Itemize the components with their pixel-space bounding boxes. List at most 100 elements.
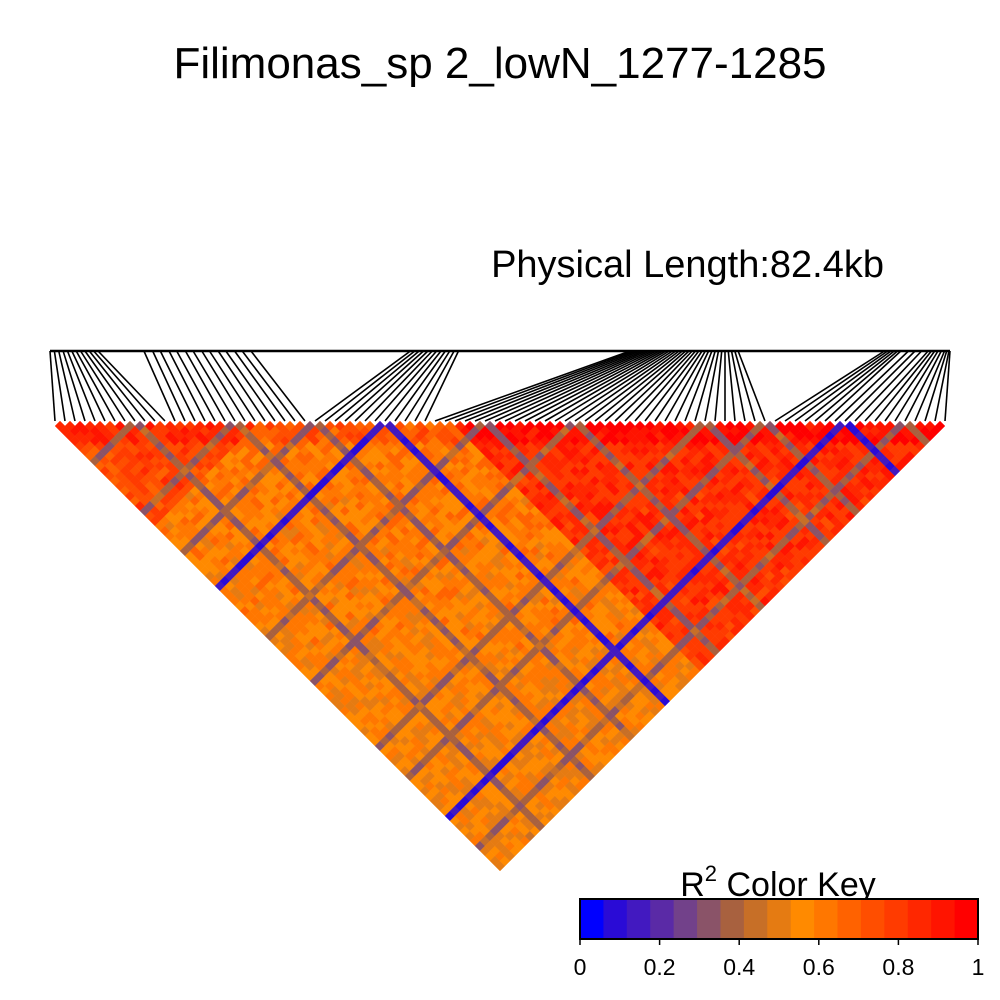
marker-line-8 xyxy=(84,350,136,422)
marker-line-45 xyxy=(504,350,654,422)
marker-line-6 xyxy=(75,350,116,422)
marker-line-22 xyxy=(225,350,276,422)
marker-line-54 xyxy=(594,350,683,422)
marker-line-10 xyxy=(93,350,156,422)
physical-length-label: Physical Length:82.4kb xyxy=(491,244,884,286)
marker-line-78 xyxy=(834,350,910,422)
marker-line-21 xyxy=(217,350,266,422)
marker-line-60 xyxy=(654,350,703,422)
color-key-swatch-5 xyxy=(697,899,721,939)
marker-line-34 xyxy=(394,350,447,422)
color-key-swatch-8 xyxy=(767,899,792,939)
marker-line-28 xyxy=(334,350,420,422)
marker-line-33 xyxy=(384,350,442,422)
marker-line-58 xyxy=(634,350,697,422)
ld-heatmap-cells xyxy=(54,420,946,872)
color-key-tick-label-2: 0.4 xyxy=(723,954,755,980)
color-key-tick-label-4: 0.8 xyxy=(882,954,914,980)
color-key-swatch-9 xyxy=(790,899,815,939)
marker-line-72 xyxy=(774,350,885,422)
color-key-border xyxy=(579,898,979,940)
marker-line-2 xyxy=(57,350,76,422)
marker-line-59 xyxy=(644,350,700,422)
marker-line-3 xyxy=(62,350,86,422)
color-key-sup: 2 xyxy=(705,861,717,886)
marker-position-lines xyxy=(49,350,951,422)
marker-line-56 xyxy=(614,350,690,422)
marker-line-84 xyxy=(894,350,939,422)
marker-line-39 xyxy=(444,350,634,422)
marker-line-82 xyxy=(874,350,933,422)
color-key-swatch-13 xyxy=(884,899,909,939)
marker-line-18 xyxy=(192,350,236,422)
marker-line-65 xyxy=(704,350,720,422)
color-key-title: R2 Color Key xyxy=(680,861,876,904)
marker-line-51 xyxy=(564,350,674,422)
marker-line-25 xyxy=(250,350,306,422)
marker-line-62 xyxy=(674,350,710,422)
marker-line-73 xyxy=(784,350,889,422)
color-key-tick-label-1: 0.2 xyxy=(644,954,676,980)
marker-line-1 xyxy=(53,350,66,422)
marker-line-5 xyxy=(71,350,106,422)
color-key-swatch-4 xyxy=(673,899,698,939)
color-key-swatch-12 xyxy=(860,899,885,939)
marker-line-64 xyxy=(694,350,716,422)
marker-line-75 xyxy=(804,350,895,422)
marker-line-14 xyxy=(159,350,196,422)
marker-line-79 xyxy=(844,350,916,422)
marker-line-74 xyxy=(794,350,892,422)
color-key-swatch-0 xyxy=(580,899,604,939)
marker-line-77 xyxy=(824,350,902,422)
marker-line-89 xyxy=(944,350,951,422)
marker-line-57 xyxy=(624,350,693,422)
marker-line-68 xyxy=(727,350,736,422)
marker-line-53 xyxy=(584,350,680,422)
marker-line-63 xyxy=(684,350,713,422)
marker-line-66 xyxy=(714,350,723,422)
marker-line-43 xyxy=(484,350,647,422)
color-key-swatch-6 xyxy=(720,899,745,939)
marker-line-70 xyxy=(734,350,756,422)
marker-line-55 xyxy=(604,350,687,422)
color-key-swatch-7 xyxy=(743,899,768,939)
marker-line-31 xyxy=(364,350,433,422)
marker-line-48 xyxy=(534,350,664,422)
marker-line-69 xyxy=(730,350,746,422)
marker-line-16 xyxy=(175,350,216,422)
marker-line-23 xyxy=(233,350,286,422)
marker-line-88 xyxy=(934,350,950,422)
ld-cell xyxy=(934,420,946,432)
color-key-swatch-3 xyxy=(650,899,675,939)
marker-line-12 xyxy=(143,350,176,422)
marker-line-4 xyxy=(66,350,96,422)
marker-line-42 xyxy=(474,350,644,422)
marker-line-47 xyxy=(524,350,660,422)
marker-line-87 xyxy=(924,350,948,422)
color-key-ticks: 0 0.2 0.4 0.6 0.8 1 xyxy=(574,939,984,980)
marker-line-86 xyxy=(914,350,946,422)
color-key-swatch-10 xyxy=(814,899,839,939)
marker-line-41 xyxy=(464,350,641,422)
color-key-swatch-15 xyxy=(931,899,956,939)
marker-line-61 xyxy=(664,350,707,422)
color-key-swatch-16 xyxy=(954,899,979,939)
marker-line-30 xyxy=(354,350,429,422)
marker-line-44 xyxy=(494,350,650,422)
color-key-bar xyxy=(579,898,979,940)
color-key-suffix: Color Key xyxy=(717,866,876,904)
marker-line-83 xyxy=(884,350,936,422)
marker-line-50 xyxy=(554,350,670,422)
color-key-r: R xyxy=(680,866,705,904)
color-key-tick-label-0: 0 xyxy=(574,954,587,980)
color-key-swatch-2 xyxy=(626,899,651,939)
marker-line-7 xyxy=(79,350,126,422)
marker-line-35 xyxy=(404,350,451,422)
marker-line-71 xyxy=(737,350,766,422)
marker-line-46 xyxy=(514,350,657,422)
marker-line-17 xyxy=(184,350,226,422)
marker-line-37 xyxy=(424,350,460,422)
marker-line-9 xyxy=(88,350,146,422)
marker-line-40 xyxy=(454,350,637,422)
